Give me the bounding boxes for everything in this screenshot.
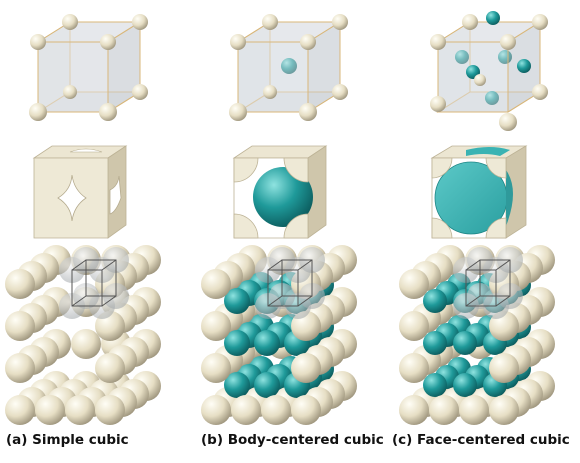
lattice-atom-corner [399, 311, 429, 341]
corner-atom [230, 34, 246, 50]
corner-atom [100, 34, 116, 50]
face-center-atom [486, 11, 500, 25]
lattice-atom-corner [459, 395, 489, 425]
lattice-atom-corner [261, 395, 291, 425]
lattice-atom-center [254, 372, 280, 398]
highlighted-unit-cell-outline [465, 259, 511, 307]
corner-atom [299, 103, 317, 121]
fcc-space-filling-cell [430, 145, 528, 239]
lattice-atom-corner [201, 353, 231, 383]
lattice-atom-center [224, 288, 250, 314]
lattice-atom-corner [201, 269, 231, 299]
lattice-atom-corner [291, 353, 321, 383]
lattice-atom-corner [95, 395, 125, 425]
body-center-atom [281, 58, 297, 74]
lattice-atom-center [453, 331, 477, 355]
corner-atom [500, 34, 516, 50]
face-center-atom [455, 50, 469, 64]
simple-cubic-wireframe-cell [29, 14, 148, 121]
corner-atom [132, 14, 148, 30]
lattice-atom-corner [399, 269, 429, 299]
lattice-atom-corner [489, 353, 519, 383]
corner-atom [462, 14, 478, 30]
lattice-atom-corner [201, 395, 231, 425]
lattice-atom-corner [5, 311, 35, 341]
simple-cubic-caption: (a) Simple cubic [6, 432, 129, 448]
highlighted-unit-cell-outline [71, 259, 117, 307]
lattice-atom-center [423, 331, 447, 355]
lattice-atom-corner [489, 395, 519, 425]
lattice-atom-center [423, 289, 447, 313]
corner-atom [62, 14, 78, 30]
corner-atom [499, 113, 517, 131]
corner-atom [132, 84, 148, 100]
lattice-atom-center [224, 372, 250, 398]
lattice-atom-center [254, 330, 280, 356]
corner-atom [30, 34, 46, 50]
lattice-atom-center [423, 373, 447, 397]
body-center-atom [253, 167, 313, 227]
lattice-atom-corner [231, 395, 261, 425]
lattice-atom-corner [291, 395, 321, 425]
fcc-lattice [399, 245, 555, 425]
lattice-atom-corner [35, 395, 65, 425]
face-center-atom [485, 91, 499, 105]
corner-atom [430, 34, 446, 50]
lattice-atom-corner [65, 395, 95, 425]
bcc-wireframe-cell [229, 14, 348, 121]
corner-atom [300, 34, 316, 50]
lattice-atom-corner [5, 269, 35, 299]
lattice-atom-corner [399, 395, 429, 425]
corner-atom [332, 84, 348, 100]
lattice-atom-center [453, 373, 477, 397]
corner-atom [262, 14, 278, 30]
corner-atom [29, 103, 47, 121]
lattice-atom-corner [429, 395, 459, 425]
fcc-caption: (c) Face-centered cubic [392, 432, 570, 448]
lattice-atom-corner [201, 311, 231, 341]
bcc-space-filling-cell [232, 145, 328, 239]
simple-cubic-space-filling-cell [32, 145, 128, 239]
bcc-caption: (b) Body-centered cubic [201, 432, 384, 448]
bcc-lattice [201, 245, 357, 425]
corner-atom [229, 103, 247, 121]
corner-atom [63, 85, 77, 99]
lattice-atom-center [224, 330, 250, 356]
highlighted-unit-cell-outline [267, 259, 313, 307]
lattice-atom-corner [71, 329, 101, 359]
corner-atom [430, 96, 446, 112]
corner-atom [263, 85, 277, 99]
simple-cubic-lattice [5, 245, 161, 425]
lattice-atom-corner [5, 395, 35, 425]
corner-atom [332, 14, 348, 30]
lattice-atom-corner [95, 353, 125, 383]
lattice-atom-corner [399, 353, 429, 383]
corner-atom [474, 74, 486, 86]
corner-atom [532, 14, 548, 30]
fcc-wireframe-cell [430, 11, 548, 131]
corner-atom [532, 84, 548, 100]
lattice-atom-corner [5, 353, 35, 383]
corner-atom [99, 103, 117, 121]
face-center-atom [517, 59, 531, 73]
